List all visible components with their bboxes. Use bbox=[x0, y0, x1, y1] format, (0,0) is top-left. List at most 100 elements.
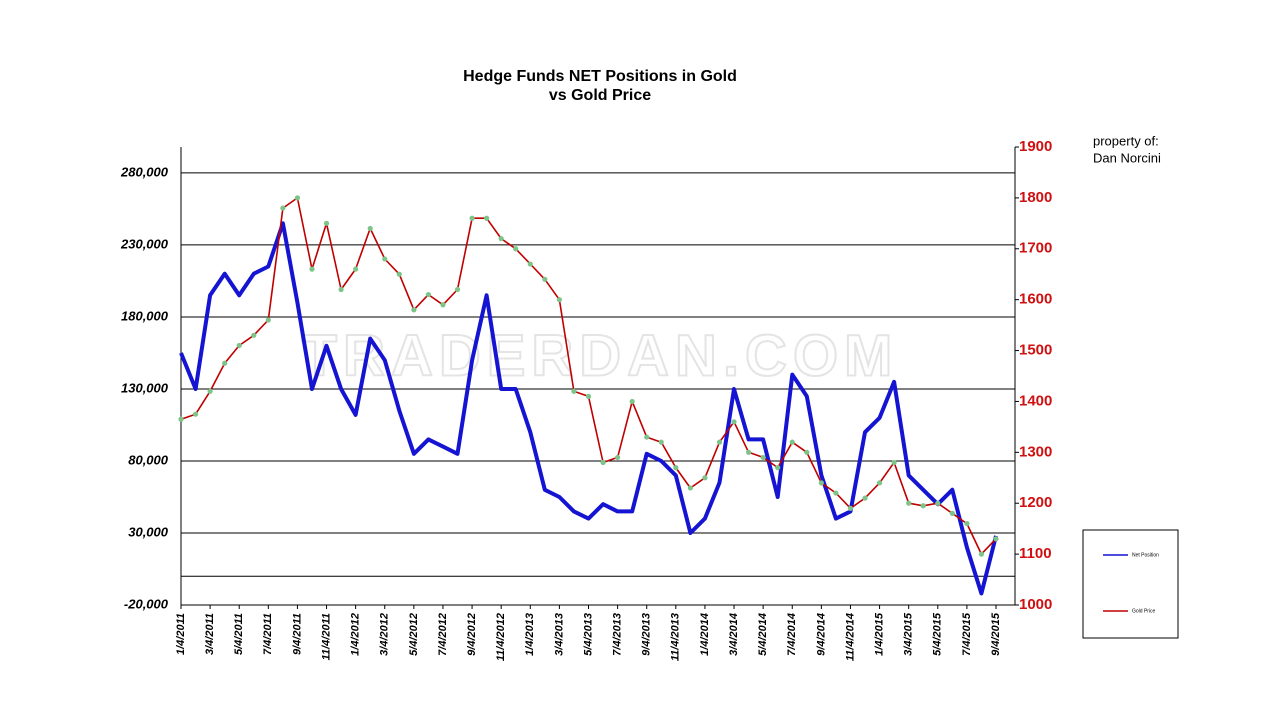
y2-tick-label: 1600 bbox=[1019, 291, 1052, 308]
y-tick-label: 130,000 bbox=[121, 380, 169, 395]
marker bbox=[323, 220, 330, 226]
marker bbox=[396, 271, 402, 277]
y2-tick-label: 1700 bbox=[1019, 240, 1052, 257]
annotation: Dan Norcini bbox=[1093, 150, 1161, 165]
marker bbox=[789, 439, 795, 445]
marker bbox=[382, 256, 388, 262]
marker bbox=[236, 342, 242, 349]
marker bbox=[265, 317, 271, 323]
x-tick-label: 7/4/2011 bbox=[262, 613, 274, 655]
x-tick-label: 5/4/2012 bbox=[408, 613, 420, 656]
y2-tick-label: 1200 bbox=[1019, 494, 1052, 511]
x-tick-label: 9/4/2015 bbox=[990, 612, 1002, 656]
x-tick-label: 1/4/2015 bbox=[873, 612, 885, 656]
x-tick-label: 3/4/2011 bbox=[204, 613, 216, 655]
x-tick-label: 1/4/2013 bbox=[524, 613, 536, 656]
marker bbox=[615, 454, 621, 461]
marker bbox=[280, 205, 286, 211]
x-tick-label: 1/4/2014 bbox=[699, 613, 711, 656]
x-tick-label: 3/4/2013 bbox=[553, 613, 565, 656]
marker bbox=[760, 454, 766, 461]
marker bbox=[745, 449, 752, 455]
marker bbox=[192, 411, 199, 417]
x-tick-label: 11/4/2013 bbox=[670, 613, 682, 661]
legend-label: Gold Price bbox=[1132, 608, 1156, 614]
y2-tick-label: 1900 bbox=[1019, 138, 1052, 155]
y2-tick-label: 1300 bbox=[1019, 443, 1052, 460]
marker bbox=[556, 297, 562, 303]
x-tick-label: 9/4/2014 bbox=[815, 613, 827, 656]
x-tick-label: 5/4/2014 bbox=[757, 613, 769, 656]
marker bbox=[513, 246, 519, 252]
marker bbox=[571, 388, 577, 394]
marker bbox=[818, 480, 824, 486]
y-tick-label: 80,000 bbox=[128, 452, 169, 467]
chart-title: Hedge Funds NET Positions in Gold bbox=[463, 68, 737, 85]
annotation: property of: bbox=[1093, 133, 1159, 148]
marker bbox=[906, 500, 912, 506]
marker bbox=[804, 449, 810, 455]
x-tick-label: 3/4/2014 bbox=[728, 613, 740, 656]
marker bbox=[367, 225, 373, 232]
x-tick-label: 7/4/2012 bbox=[437, 613, 449, 656]
marker bbox=[920, 503, 926, 509]
x-tick-label: 11/4/2014 bbox=[844, 613, 856, 661]
marker bbox=[847, 505, 854, 511]
marker bbox=[993, 536, 999, 542]
marker bbox=[454, 286, 461, 293]
marker bbox=[294, 195, 301, 201]
marker bbox=[338, 286, 344, 293]
marker bbox=[353, 266, 359, 272]
x-tick-label: 7/4/2015 bbox=[961, 612, 973, 656]
marker bbox=[687, 485, 693, 491]
marker bbox=[309, 266, 315, 272]
y-tick-label: 230,000 bbox=[120, 236, 169, 251]
x-tick-label: 7/4/2013 bbox=[612, 613, 624, 656]
marker bbox=[731, 419, 737, 425]
marker bbox=[178, 416, 184, 422]
y-tick-label: 280,000 bbox=[120, 164, 169, 179]
marker bbox=[658, 439, 664, 445]
marker bbox=[978, 551, 985, 557]
marker bbox=[527, 261, 533, 267]
y-tick-label: 30,000 bbox=[128, 524, 169, 539]
marker bbox=[585, 393, 592, 399]
marker bbox=[876, 480, 883, 486]
y2-tick-label: 1500 bbox=[1019, 342, 1052, 359]
marker bbox=[207, 388, 213, 394]
y2-tick-label: 1400 bbox=[1019, 392, 1052, 409]
x-tick-label: 9/4/2013 bbox=[641, 613, 653, 656]
marker bbox=[440, 302, 446, 308]
legend-box bbox=[1082, 529, 1179, 639]
marker bbox=[251, 332, 257, 338]
marker bbox=[964, 520, 970, 527]
x-tick-label: 9/4/2012 bbox=[466, 613, 478, 656]
x-tick-label: 5/4/2013 bbox=[582, 613, 594, 656]
x-tick-label: 5/4/2011 bbox=[233, 613, 245, 655]
marker bbox=[411, 307, 417, 313]
marker bbox=[891, 459, 897, 466]
marker bbox=[702, 475, 708, 481]
marker bbox=[542, 276, 548, 282]
y2-tick-label: 1800 bbox=[1019, 189, 1052, 206]
marker bbox=[644, 434, 650, 440]
marker bbox=[222, 360, 228, 366]
marker bbox=[949, 510, 955, 516]
x-tick-label: 11/4/2012 bbox=[495, 613, 507, 661]
marker bbox=[775, 465, 781, 471]
marker bbox=[862, 495, 868, 501]
x-tick-label: 11/4/2011 bbox=[320, 613, 332, 660]
marker bbox=[833, 490, 839, 496]
marker bbox=[629, 398, 635, 405]
x-tick-label: 1/4/2011 bbox=[175, 613, 187, 655]
marker bbox=[498, 236, 504, 242]
x-tick-label: 3/4/2015 bbox=[903, 612, 915, 656]
x-tick-label: 7/4/2014 bbox=[786, 613, 798, 656]
marker bbox=[716, 439, 723, 445]
marker bbox=[935, 500, 941, 506]
y-tick-label: 180,000 bbox=[121, 308, 169, 323]
chart-subtitle: vs Gold Price bbox=[549, 87, 651, 104]
marker bbox=[469, 215, 475, 221]
marker bbox=[673, 465, 679, 471]
